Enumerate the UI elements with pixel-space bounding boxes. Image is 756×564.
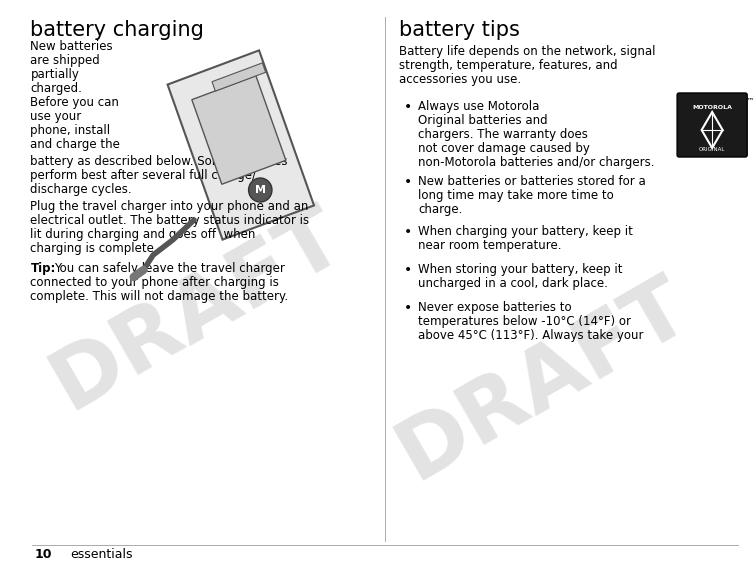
Text: perform best after several full charge/: perform best after several full charge/ [30, 169, 256, 182]
Text: •: • [404, 263, 412, 277]
Text: ™: ™ [746, 97, 754, 106]
Text: battery tips: battery tips [398, 20, 519, 40]
Text: accessories you use.: accessories you use. [398, 73, 521, 86]
Text: battery as described below. Some batteries: battery as described below. Some batteri… [30, 155, 288, 168]
Text: essentials: essentials [70, 549, 133, 562]
Text: Never expose batteries to: Never expose batteries to [418, 301, 572, 314]
Text: complete. This will not damage the battery.: complete. This will not damage the batte… [30, 290, 289, 303]
Text: MOTOROLA: MOTOROLA [692, 105, 732, 110]
Polygon shape [212, 63, 265, 91]
Text: You can safely leave the travel charger: You can safely leave the travel charger [54, 262, 285, 275]
Circle shape [249, 178, 272, 202]
Text: electrical outlet. The battery status indicator is: electrical outlet. The battery status in… [30, 214, 309, 227]
Text: DRAFT: DRAFT [37, 193, 357, 426]
Text: Plug the travel charger into your phone and an: Plug the travel charger into your phone … [30, 200, 308, 213]
Text: Before you can: Before you can [30, 96, 119, 109]
Text: connected to your phone after charging is: connected to your phone after charging i… [30, 276, 279, 289]
Text: •: • [404, 100, 412, 114]
Text: charged.: charged. [30, 82, 82, 95]
FancyBboxPatch shape [677, 93, 747, 157]
Text: When charging your battery, keep it: When charging your battery, keep it [418, 225, 633, 238]
Text: Always use Motorola: Always use Motorola [418, 100, 540, 113]
Text: ORIGINAL: ORIGINAL [699, 147, 725, 152]
Text: are shipped: are shipped [30, 54, 101, 67]
Text: non-Motorola batteries and/or chargers.: non-Motorola batteries and/or chargers. [418, 156, 655, 169]
Text: charging is complete.: charging is complete. [30, 242, 158, 255]
Text: When storing your battery, keep it: When storing your battery, keep it [418, 263, 622, 276]
Text: temperatures below -10°C (14°F) or: temperatures below -10°C (14°F) or [418, 315, 631, 328]
Text: Original batteries and: Original batteries and [418, 114, 547, 127]
Text: lit during charging and goes off  when: lit during charging and goes off when [30, 228, 256, 241]
Text: partially: partially [30, 68, 79, 81]
Text: not cover damage caused by: not cover damage caused by [418, 142, 590, 155]
Text: long time may take more time to: long time may take more time to [418, 189, 614, 202]
Text: use your: use your [30, 110, 82, 123]
Text: charge.: charge. [418, 203, 463, 216]
Text: New batteries or batteries stored for a: New batteries or batteries stored for a [418, 175, 646, 188]
Text: phone, install: phone, install [30, 124, 110, 137]
Text: battery charging: battery charging [30, 20, 204, 40]
Text: and charge the: and charge the [30, 138, 120, 151]
Polygon shape [192, 76, 286, 184]
Text: M: M [255, 185, 266, 195]
Text: Battery life depends on the network, signal: Battery life depends on the network, sig… [398, 45, 655, 58]
Text: near room temperature.: near room temperature. [418, 239, 562, 252]
Polygon shape [168, 50, 314, 240]
Text: strength, temperature, features, and: strength, temperature, features, and [398, 59, 617, 72]
Text: chargers. The warranty does: chargers. The warranty does [418, 128, 588, 141]
Text: •: • [404, 225, 412, 239]
Text: New batteries: New batteries [30, 40, 113, 53]
Text: •: • [404, 301, 412, 315]
Text: discharge cycles.: discharge cycles. [30, 183, 132, 196]
Text: •: • [404, 175, 412, 189]
Text: 10: 10 [34, 549, 52, 562]
Text: DRAFT: DRAFT [383, 263, 703, 496]
Text: above 45°C (113°F). Always take your: above 45°C (113°F). Always take your [418, 329, 643, 342]
Text: Tip:: Tip: [30, 262, 56, 275]
Text: uncharged in a cool, dark place.: uncharged in a cool, dark place. [418, 277, 608, 290]
